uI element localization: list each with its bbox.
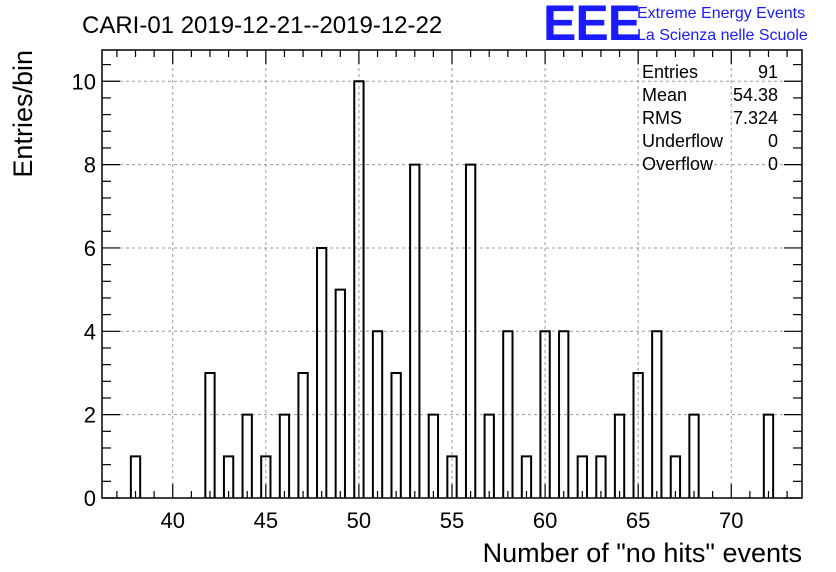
stats-label-entries: Entries [642, 62, 698, 82]
y-tick-label: 8 [84, 153, 96, 178]
y-tick-label: 0 [84, 486, 96, 511]
logo-mark: EEE [543, 0, 640, 51]
y-tick-labels: 0 2 4 6 8 10 [72, 69, 96, 511]
histogram-bar [241, 413, 253, 498]
x-axis-label: Number of "no hits" events [483, 538, 802, 568]
x-tick-labels: 40 45 50 55 60 65 70 [161, 508, 744, 533]
histogram-bar [297, 371, 309, 498]
y-axis-label: Entries/bin [8, 50, 38, 178]
histogram-bar [595, 455, 607, 498]
histogram-bar [371, 330, 384, 498]
histogram-bar [688, 413, 700, 498]
y-tick-label: 6 [84, 236, 96, 261]
stats-label-underflow: Underflow [642, 131, 724, 151]
logo-line-1: Extreme Energy Events [637, 5, 805, 22]
x-tick-label: 45 [254, 508, 278, 533]
histogram-bar [464, 163, 477, 498]
histogram-bar [353, 80, 365, 498]
histogram-bar [390, 371, 402, 498]
eee-logo: EEE Extreme Energy Events La Scienza nel… [543, 0, 808, 51]
histogram-bar [483, 413, 495, 498]
bars [129, 80, 775, 498]
ticks [102, 50, 802, 499]
stats-value-mean: 54.38 [733, 85, 778, 105]
histogram-bar [632, 371, 644, 498]
histogram-bar [316, 246, 328, 498]
x-tick-label: 55 [440, 508, 464, 533]
histogram-bar [427, 413, 440, 498]
histogram-bar [558, 330, 570, 498]
histogram-bar [334, 288, 346, 498]
y-tick-label: 4 [84, 319, 96, 344]
x-tick-label: 40 [161, 508, 185, 533]
grid [102, 50, 802, 498]
stats-value-overflow: 0 [768, 154, 778, 174]
x-tick-label: 50 [347, 508, 371, 533]
histogram-bar [446, 455, 458, 498]
histogram-bar [502, 330, 514, 498]
x-tick-label: 65 [626, 508, 650, 533]
stats-value-entries: 91 [758, 62, 778, 82]
histogram-bar [576, 455, 588, 498]
x-tick-label: 70 [719, 508, 743, 533]
histogram-bar [129, 455, 142, 498]
x-tick-label: 60 [533, 508, 557, 533]
y-tick-label: 10 [72, 69, 96, 94]
histogram-bar [204, 371, 216, 498]
chart-title: CARI-01 2019-12-21--2019-12-22 [82, 12, 442, 39]
stats-label-mean: Mean [642, 85, 687, 105]
histogram-bar [409, 163, 421, 498]
histogram-bar [260, 455, 272, 498]
histogram-bar [669, 455, 682, 498]
histogram-bar [762, 413, 775, 498]
histogram-bar [613, 413, 626, 498]
stats-label-rms: RMS [642, 108, 682, 128]
stats-box: Entries 91 Mean 54.38 RMS 7.324 Underflo… [642, 62, 778, 174]
logo-line-2: La Scienza nelle Scuole [637, 27, 808, 44]
stats-value-underflow: 0 [768, 131, 778, 151]
histogram-bar [651, 330, 663, 498]
stats-label-overflow: Overflow [642, 154, 714, 174]
y-tick-label: 2 [84, 403, 96, 428]
histogram-bar [520, 455, 533, 498]
stats-value-rms: 7.324 [733, 108, 778, 128]
histogram-bar [222, 455, 235, 498]
histogram-bar [278, 413, 291, 498]
histogram-bar [539, 330, 551, 498]
